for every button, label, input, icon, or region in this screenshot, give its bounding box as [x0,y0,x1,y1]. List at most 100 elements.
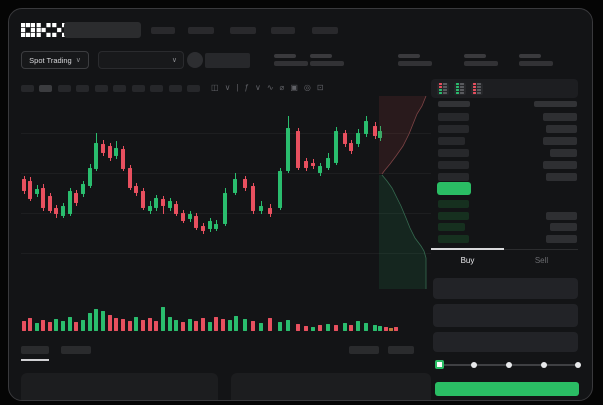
volume-bar [168,317,172,331]
gridline-4 [21,253,431,254]
nav-item-4[interactable] [271,27,295,34]
amount-slider-handle[interactable] [435,360,444,369]
amount-field[interactable] [433,304,578,327]
chevron-down-icon: ∨ [75,57,81,64]
candle-body [54,208,58,214]
candle-body [148,206,152,211]
volume-bar [296,324,300,331]
candle-body [48,196,52,211]
volume-bar [114,318,118,331]
volume-bar [349,325,353,331]
volume-bar [251,321,255,331]
market-type-dropdown[interactable]: Spot Trading ∨ [21,51,89,69]
slider-step-25pct[interactable] [471,362,477,368]
timeframe-pill-4[interactable] [76,85,89,92]
tab-buy[interactable]: Buy [460,256,475,265]
candle-body [318,166,322,173]
candle-body [343,133,347,144]
ask-price[interactable] [438,113,469,121]
total-field[interactable] [433,332,578,352]
settings-icon[interactable]: ◎ [303,83,311,92]
volume-bar [41,320,45,331]
candle-body [161,199,165,206]
timeframe-pill-2[interactable] [39,85,52,92]
ask-price[interactable] [438,137,465,145]
bottom-action-2[interactable] [388,346,414,354]
indicators-icon[interactable]: ƒ [244,83,249,92]
volume-bar [278,322,282,331]
bottom-tab-active-indicator [21,359,49,361]
orders-panel-left[interactable] [21,373,218,400]
candle-body [304,161,308,168]
volume-bar [221,319,225,331]
ticker-stat-value-3 [398,61,432,66]
candle-body [22,179,26,191]
candle-body [41,188,45,208]
draw-icon[interactable]: ⌀ [279,83,285,92]
candle-body [233,179,237,193]
bottom-tab-2[interactable] [61,346,91,354]
timeframe-pill-7[interactable] [132,85,145,92]
volume-bar [134,317,138,331]
ask-amount [550,149,577,157]
chevron-down-icon[interactable]: ∨ [224,83,231,92]
bid-price[interactable] [438,200,469,208]
ask-price[interactable] [438,125,469,133]
nav-item-5[interactable] [312,27,338,34]
book-bids-only-icon[interactable] [454,82,466,95]
volume-bar [373,325,377,331]
tab-sell[interactable]: Sell [534,256,549,265]
book-combined-icon[interactable] [437,82,449,95]
volume-bar [35,323,39,331]
bottom-tab-1[interactable] [21,346,49,354]
candle-body [326,158,330,168]
candle-body [134,186,138,193]
volume-bar [364,323,368,331]
timeframe-pill-9[interactable] [169,85,182,92]
search-input[interactable] [64,22,141,38]
volume-bar [343,323,347,331]
timeframe-pill-8[interactable] [150,85,163,92]
chevron-down-icon: ∨ [171,57,177,64]
last-price-pill[interactable] [437,182,471,195]
timeframe-pill-5[interactable] [95,85,108,92]
ask-price[interactable] [438,149,469,157]
bottom-action-1[interactable] [349,346,379,354]
volume-bar [88,313,92,331]
ask-price[interactable] [438,161,469,169]
bid-price[interactable] [438,211,469,220]
orders-panel-right[interactable] [231,373,431,400]
ask-price[interactable] [438,173,469,181]
book-asks-only-icon[interactable] [471,82,483,95]
bid-price[interactable] [438,223,465,231]
camera-icon[interactable]: ▣ [290,83,298,92]
nav-item-2[interactable] [188,27,214,34]
ticker-stat-label-3 [398,54,420,58]
pair-dropdown[interactable]: ∨ [98,51,184,69]
timeframe-pill-10[interactable] [187,85,200,92]
buy-submit-button[interactable] [435,382,579,396]
timeframe-pill-1[interactable] [21,85,34,92]
volume-bar [394,327,398,331]
timeframe-pill-6[interactable] [113,85,126,92]
volume-bars [21,297,431,331]
slider-step-100pct[interactable] [575,362,581,368]
nav-item-3[interactable] [230,27,256,34]
candle-body [201,226,205,231]
fullscreen-icon[interactable]: ⊡ [316,83,324,92]
slider-step-50pct[interactable] [506,362,512,368]
slider-step-75pct[interactable] [541,362,547,368]
bid-price[interactable] [438,234,469,243]
price-field[interactable] [433,278,578,299]
ticker-stat-value-4 [464,61,498,66]
timeframe-pill-3[interactable] [58,85,71,92]
volume-bar [214,317,218,331]
nav-item-1[interactable] [151,27,175,34]
okx-logo[interactable] [21,23,67,37]
candlestick-chart[interactable] [21,96,431,341]
ticker-stat-label-2 [310,54,332,58]
chevron-down-icon[interactable]: ∨ [254,83,261,92]
wave-icon[interactable]: ∿ [266,83,274,92]
volume-bar [318,325,322,331]
chart-style-icon[interactable]: ◫ [211,83,219,92]
